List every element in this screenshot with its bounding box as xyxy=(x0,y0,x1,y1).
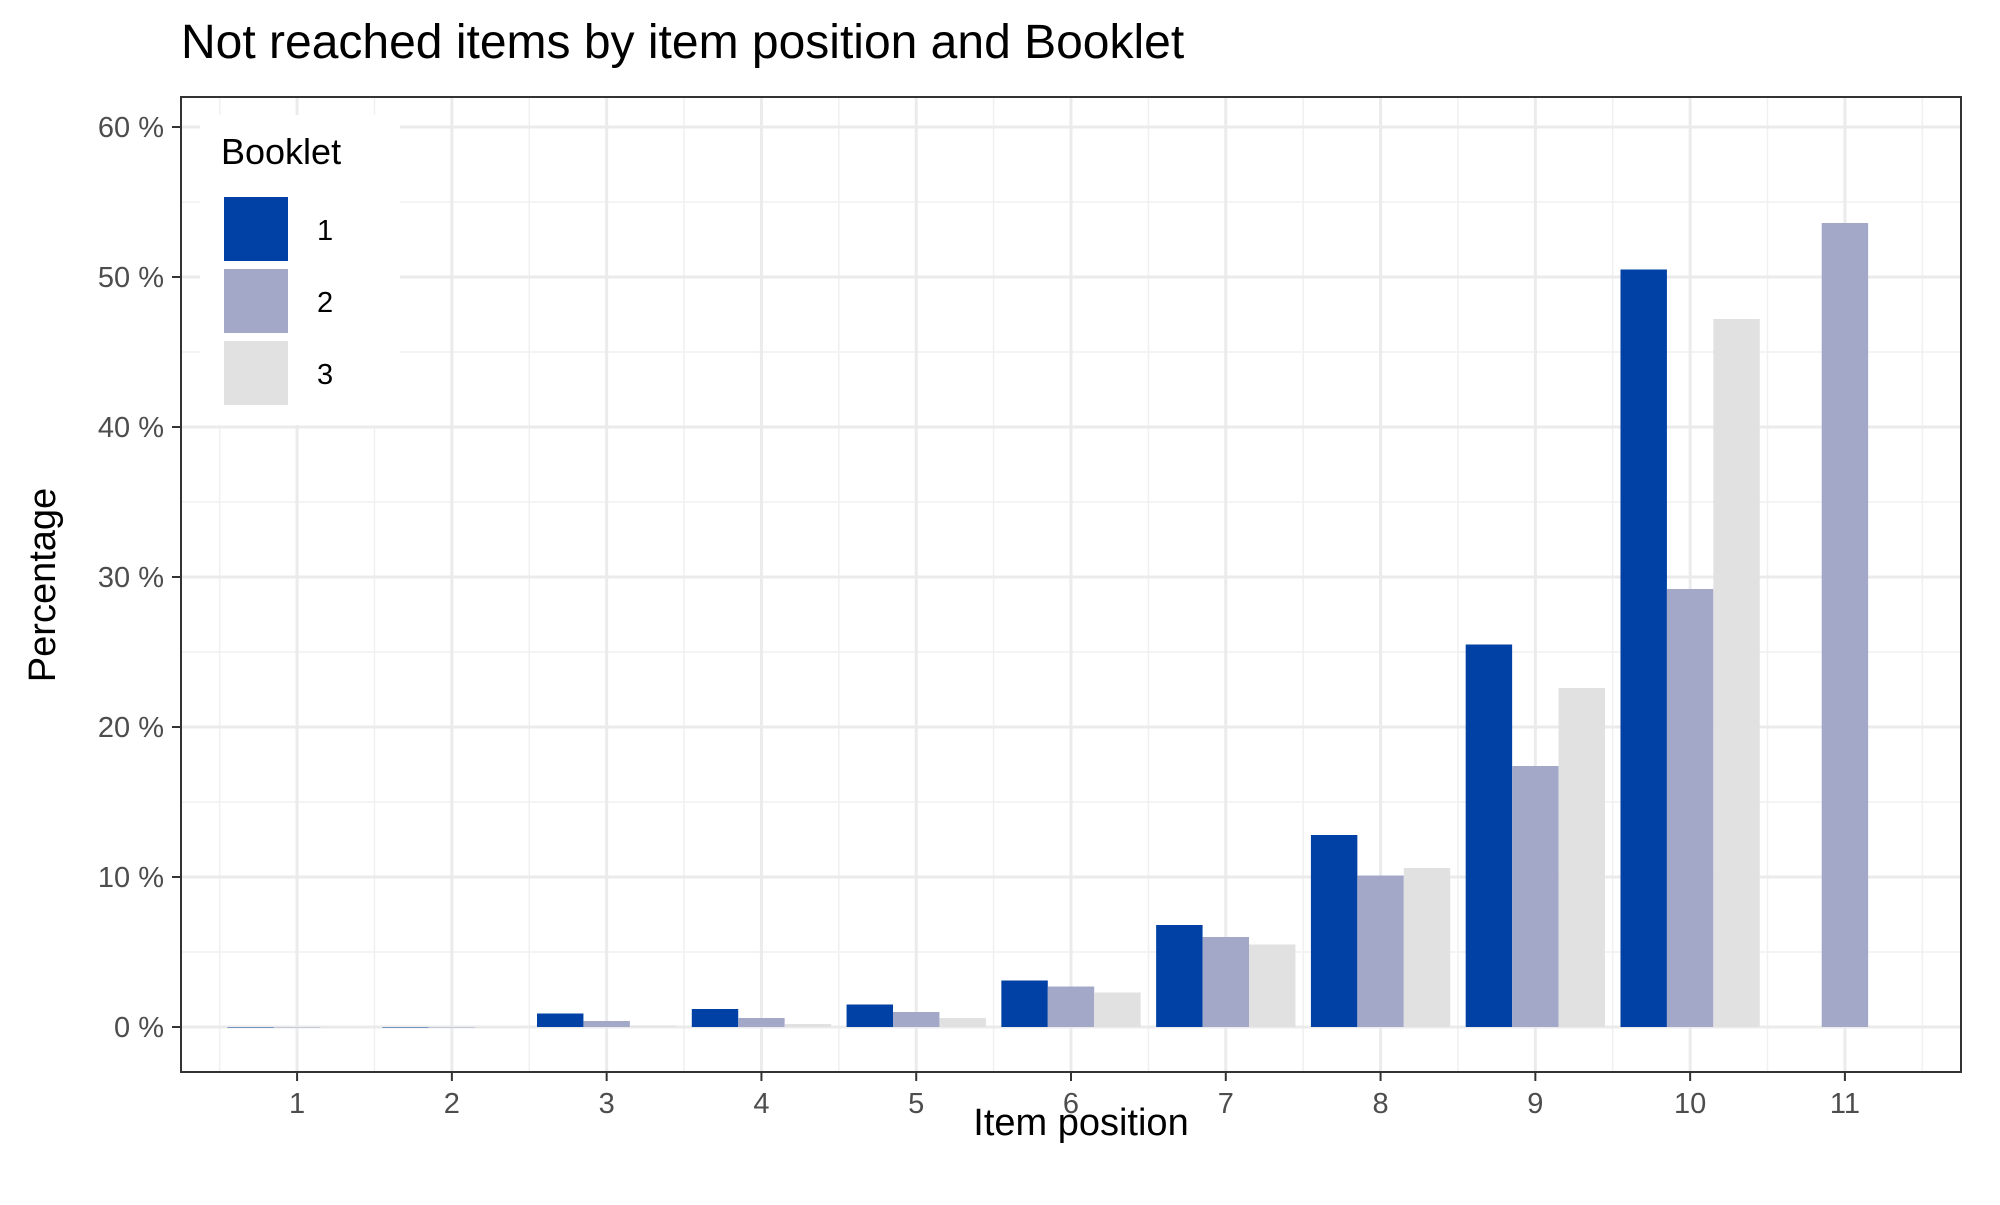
legend-swatch-1 xyxy=(224,197,288,261)
bar-booklet-2-item-5 xyxy=(893,1012,940,1027)
bar-booklet-1-item-10 xyxy=(1620,269,1667,1027)
bar-booklet-1-item-2 xyxy=(382,1027,429,1028)
y-tick-label: 0 % xyxy=(114,1012,164,1044)
x-tick-label: 11 xyxy=(1830,1088,1860,1120)
legend-label-2: 2 xyxy=(317,287,333,319)
bar-booklet-1-item-7 xyxy=(1156,925,1203,1027)
x-tick-label: 2 xyxy=(444,1088,460,1120)
x-axis-title: Item position xyxy=(973,1102,1188,1144)
x-tick-label: 10 xyxy=(1674,1088,1706,1120)
bar-booklet-2-item-8 xyxy=(1357,875,1404,1027)
bar-booklet-1-item-3 xyxy=(537,1013,584,1027)
y-tick-label: 50 % xyxy=(98,262,164,294)
legend: Booklet 1 2 3 xyxy=(200,115,400,425)
bar-booklet-1-item-8 xyxy=(1310,835,1358,1027)
chart-title: Not reached items by item position and B… xyxy=(181,16,1184,69)
bar-booklet-3-item-4 xyxy=(784,1024,832,1027)
x-tick-label: 5 xyxy=(908,1088,924,1120)
x-tick-label: 8 xyxy=(1372,1088,1388,1120)
bar-booklet-3-item-2 xyxy=(475,1027,522,1028)
y-tick-label: 20 % xyxy=(98,712,164,744)
bar-booklet-2-item-10 xyxy=(1666,589,1714,1027)
y-tick-label: 40 % xyxy=(98,412,164,444)
bar-booklet-3-item-1 xyxy=(320,1027,367,1028)
x-axis: 1 2 3 4 5 6 7 8 9 10 11 xyxy=(289,1072,1860,1120)
y-axis-title: Percentage xyxy=(22,488,64,682)
bar-booklet-3-item-5 xyxy=(939,1018,986,1027)
legend-label-3: 3 xyxy=(317,359,333,391)
bar-booklet-1-item-5 xyxy=(846,1004,893,1027)
bar-booklet-3-item-7 xyxy=(1249,944,1296,1027)
bar-booklet-2-item-1 xyxy=(273,1027,321,1028)
bar-booklet-1-item-6 xyxy=(1001,980,1048,1027)
bars xyxy=(227,223,1869,1028)
bar-booklet-3-item-9 xyxy=(1558,688,1605,1027)
bar-booklet-3-item-6 xyxy=(1094,992,1141,1027)
bar-booklet-1-item-1 xyxy=(227,1027,274,1028)
bar-booklet-3-item-3 xyxy=(629,1025,677,1027)
bar-booklet-2-item-3 xyxy=(583,1021,630,1027)
bar-booklet-1-item-4 xyxy=(691,1009,739,1027)
legend-title: Booklet xyxy=(221,131,341,172)
bar-booklet-2-item-6 xyxy=(1047,986,1095,1027)
x-tick-label: 9 xyxy=(1527,1088,1543,1120)
x-tick-label: 6 xyxy=(1063,1088,1079,1120)
bar-booklet-3-item-10 xyxy=(1713,319,1760,1027)
bar-booklet-1-item-9 xyxy=(1465,644,1513,1027)
bar-booklet-3-item-8 xyxy=(1403,868,1451,1027)
legend-swatch-3 xyxy=(224,341,288,405)
legend-items: 1 2 3 xyxy=(222,195,333,407)
legend-label-1: 1 xyxy=(317,215,333,247)
x-tick-label: 3 xyxy=(599,1088,615,1120)
x-tick-label: 7 xyxy=(1218,1088,1234,1120)
y-tick-label: 10 % xyxy=(98,862,164,894)
x-tick-label: 4 xyxy=(753,1088,769,1120)
bar-booklet-2-item-7 xyxy=(1202,937,1249,1027)
y-tick-label: 60 % xyxy=(98,112,164,144)
bar-booklet-2-item-9 xyxy=(1512,766,1559,1027)
legend-swatch-2 xyxy=(224,269,288,333)
y-axis: 0 % 10 % 20 % 30 % 40 % 50 % 60 % xyxy=(98,112,181,1044)
bar-booklet-2-item-2 xyxy=(428,1027,476,1028)
bar-booklet-2-item-11 xyxy=(1821,223,1869,1027)
bar-booklet-2-item-4 xyxy=(738,1018,785,1027)
x-tick-label: 1 xyxy=(289,1088,305,1120)
y-tick-label: 30 % xyxy=(98,562,164,594)
